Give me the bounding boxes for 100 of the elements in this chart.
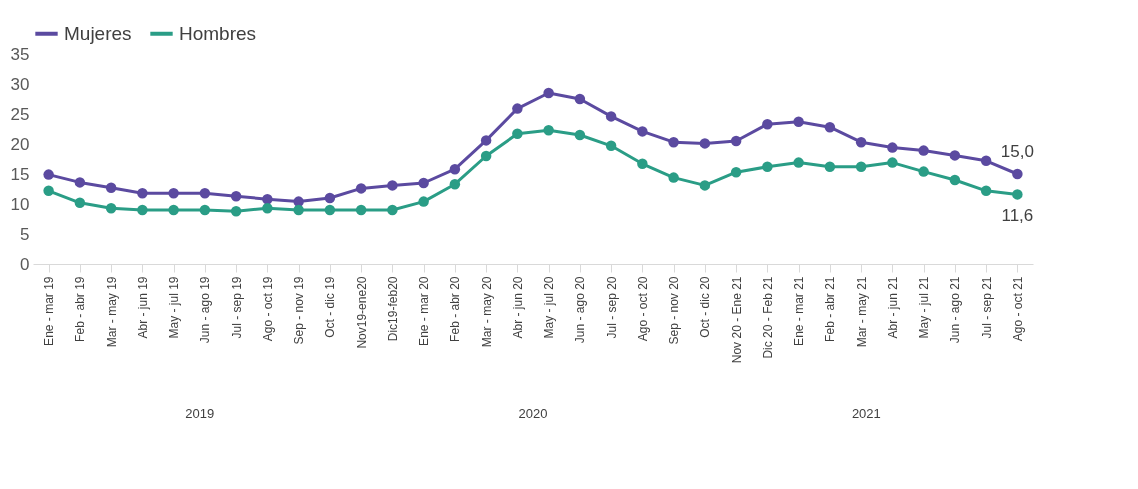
point [793, 116, 804, 128]
point [637, 126, 648, 137]
point [980, 155, 992, 167]
point [74, 177, 86, 188]
x-tick-label: Jul - sep 20 [604, 276, 619, 339]
point [480, 150, 492, 162]
point [137, 204, 148, 216]
x-tick-label: Abr - jun 20 [510, 276, 525, 339]
point [512, 128, 523, 140]
x-tick-label: Nov19-ene20 [354, 276, 369, 349]
x-tick-label: Ago - oct 19 [260, 276, 275, 342]
point [199, 187, 211, 199]
x-tick-label: Oct - dic 19 [323, 276, 338, 338]
x-tick-label: Mar - may 19 [104, 276, 119, 348]
y-tick-label: 35 [10, 44, 30, 64]
point [387, 204, 398, 216]
x-tick-label: Ago - oct 21 [1010, 276, 1025, 342]
text: 2020 [518, 406, 548, 421]
y-tick-label: 20 [10, 134, 30, 154]
x-tick-label: Dic19-feb20 [385, 276, 400, 342]
point [74, 197, 86, 209]
point [543, 124, 554, 136]
point [574, 129, 586, 141]
x-tick-label: Feb - abr 21 [823, 276, 838, 342]
point [449, 163, 461, 175]
point [730, 135, 742, 147]
x-tick-label: Jun - ago 21 [948, 276, 963, 344]
point [1012, 189, 1023, 200]
point [387, 180, 398, 191]
point [762, 161, 773, 173]
y-tick-label: 25 [10, 104, 30, 124]
data-label: 11,6 [1001, 206, 1034, 226]
point [418, 177, 429, 189]
point [949, 174, 961, 186]
x-tick-label: May - jul 21 [917, 276, 932, 339]
point [918, 145, 929, 156]
x-tick-label: Mar - may 20 [479, 276, 494, 348]
point [324, 192, 336, 204]
point [637, 158, 648, 170]
y-tick-label: 0 [20, 254, 30, 274]
point [762, 118, 773, 130]
x-tick-label: Jun - ago 20 [573, 276, 588, 344]
point [293, 204, 304, 216]
x-tick-label: Sep - nov 19 [292, 276, 307, 345]
point [855, 161, 867, 173]
point [605, 140, 617, 152]
text: 2021 [851, 406, 881, 421]
x-tick-label: Ago - oct 20 [635, 276, 650, 342]
x-tick-label: Jun - ago 19 [198, 276, 213, 344]
x-tick-label: Nov 20 - Ene 21 [729, 276, 744, 364]
point [105, 202, 117, 214]
point [355, 183, 367, 194]
point [730, 166, 742, 178]
point [293, 196, 304, 207]
data-label: 15,0 [1000, 142, 1034, 161]
point [137, 187, 148, 199]
legend-label: Mujeres [64, 22, 132, 44]
point [168, 204, 179, 216]
point [43, 169, 54, 180]
x-tick-label: Feb - abr 19 [73, 276, 88, 342]
point [668, 136, 679, 148]
point [887, 142, 898, 153]
x-tick-label: Ene - mar 19 [42, 276, 57, 346]
point [918, 166, 929, 177]
x-tick-label: Ene - mar 21 [792, 276, 807, 346]
x-tick-label: Abr - jun 21 [885, 276, 900, 339]
point [980, 185, 992, 197]
point [105, 182, 117, 194]
point [43, 185, 54, 197]
point [230, 190, 242, 202]
point [324, 204, 336, 216]
point [699, 138, 711, 149]
point [199, 204, 211, 216]
point [230, 205, 242, 217]
legend-label: Hombres [179, 22, 257, 44]
point [887, 157, 898, 168]
point [699, 180, 711, 191]
x-tick-label: Jul - sep 21 [979, 276, 994, 339]
x-tick-label: Jul - sep 19 [229, 276, 244, 339]
point [574, 93, 586, 105]
x-tick-label: Abr - jun 19 [135, 276, 150, 339]
point [668, 172, 679, 183]
point [480, 135, 492, 146]
x-tick-label: Sep - nov 20 [667, 276, 682, 345]
y-tick-label: 30 [10, 74, 30, 94]
x-tick-label: Ene - mar 20 [417, 276, 432, 346]
x-tick-label: May - jul 19 [167, 276, 182, 339]
x-tick-label: Dic 20 - Feb 21 [760, 276, 775, 359]
x-tick-label: Oct - dic 20 [698, 276, 713, 338]
y-tick-label: 5 [20, 224, 30, 244]
x-tick-label: May - jul 20 [542, 276, 557, 339]
point [449, 178, 461, 190]
point [793, 157, 804, 168]
point [262, 193, 273, 205]
text: 2019 [185, 406, 215, 421]
point [262, 202, 273, 214]
point [949, 150, 961, 161]
point [824, 121, 836, 133]
x-tick-label: Feb - abr 20 [448, 276, 463, 342]
point [824, 161, 836, 173]
